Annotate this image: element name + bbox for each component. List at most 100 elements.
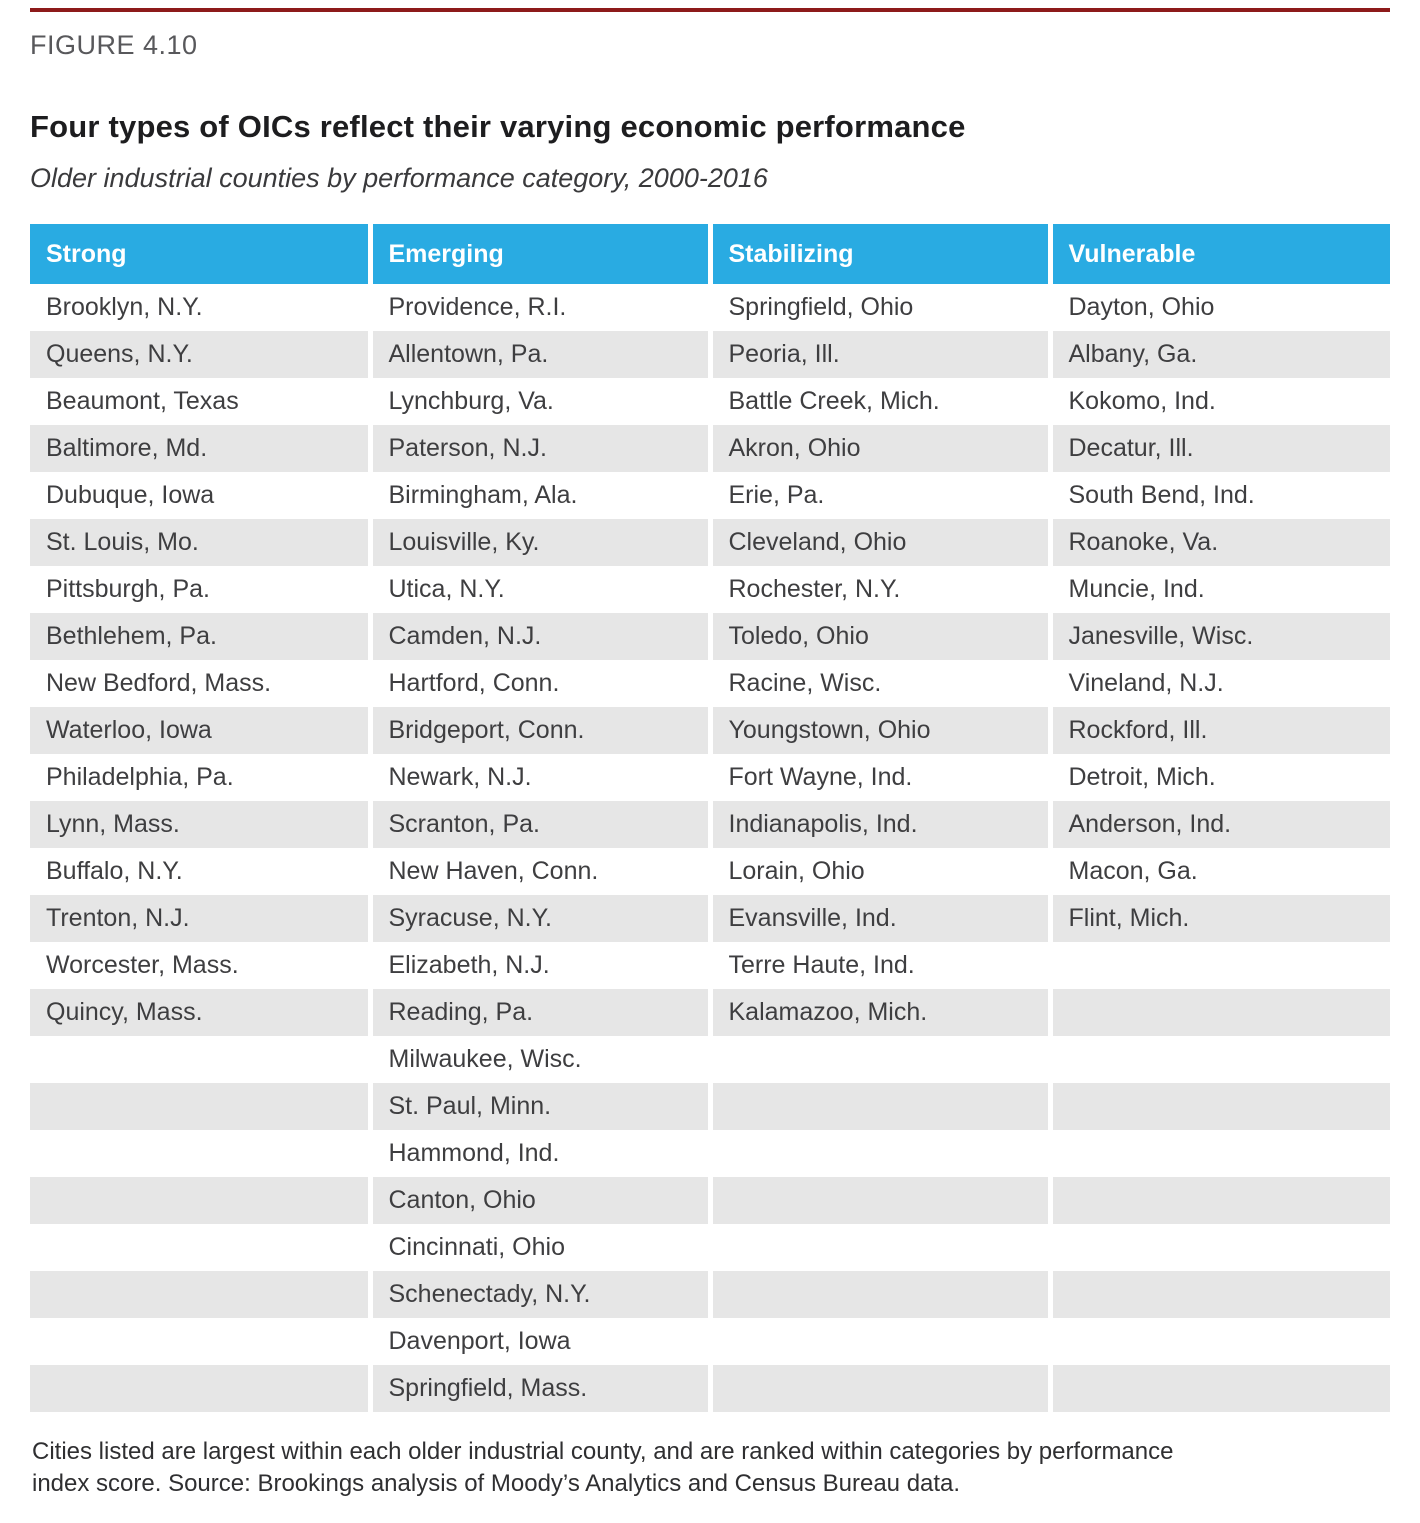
city-cell: Lynn, Mass. (30, 801, 370, 848)
city-cell: Quincy, Mass. (30, 989, 370, 1036)
column-header-strong: Strong (30, 224, 370, 284)
city-cell: Cincinnati, Ohio (367, 1224, 710, 1271)
city-cell: Janesville, Wisc. (1047, 613, 1390, 660)
city-cell (1047, 1224, 1390, 1271)
table-row: Quincy, Mass. Reading, Pa. Kalamazoo, Mich… (30, 989, 1390, 1036)
city-cell: Peoria, Ill. (707, 331, 1050, 378)
city-cell: Paterson, N.J. (367, 425, 710, 472)
table-row: Lynn, Mass. Scranton, Pa. Indianapolis, In… (30, 801, 1390, 848)
city-cell: Battle Creek, Mich. (707, 378, 1050, 425)
city-cell: Akron, Ohio (707, 425, 1050, 472)
city-cell: Detroit, Mich. (1047, 754, 1390, 801)
city-cell (707, 1271, 1050, 1318)
city-cell: Fort Wayne, Ind. (707, 754, 1050, 801)
city-cell (30, 1177, 370, 1224)
city-cell (1047, 1318, 1390, 1365)
city-cell: Rochester, N.Y. (707, 566, 1050, 613)
city-cell (707, 1130, 1050, 1177)
table-row: Dubuque, Iowa Birmingham, Ala. Erie, Pa. So… (30, 472, 1390, 519)
table-row: Brooklyn, N.Y. Providence, R.I. Springfiel… (30, 284, 1390, 331)
city-cell: Hartford, Conn. (367, 660, 710, 707)
city-cell: Queens, N.Y. (30, 331, 370, 378)
city-cell: Cleveland, Ohio (707, 519, 1050, 566)
city-cell (1047, 1130, 1390, 1177)
city-cell: Springfield, Ohio (707, 284, 1050, 331)
city-cell: Louisville, Ky. (367, 519, 710, 566)
table-row: Beaumont, Texas Lynchburg, Va. Battle Cree… (30, 378, 1390, 425)
city-cell: Newark, N.J. (367, 754, 710, 801)
city-cell: Lynchburg, Va. (367, 378, 710, 425)
table-row: St. Paul, Minn. (30, 1083, 1390, 1130)
city-cell: Buffalo, N.Y. (30, 848, 370, 895)
city-cell: New Haven, Conn. (367, 848, 710, 895)
city-cell: Davenport, Iowa (367, 1318, 710, 1365)
city-cell (1047, 989, 1390, 1036)
city-cell: Bridgeport, Conn. (367, 707, 710, 754)
city-cell (1047, 1177, 1390, 1224)
city-cell: Trenton, N.J. (30, 895, 370, 942)
city-cell: Syracuse, N.Y. (367, 895, 710, 942)
table-row: Hammond, Ind. (30, 1130, 1390, 1177)
city-cell (30, 1365, 370, 1412)
table-row: Schenectady, N.Y. (30, 1271, 1390, 1318)
city-cell: St. Paul, Minn. (367, 1083, 710, 1130)
table-row: Springfield, Mass. (30, 1365, 1390, 1412)
city-cell (30, 1130, 370, 1177)
city-cell: Scranton, Pa. (367, 801, 710, 848)
city-cell: Kalamazoo, Mich. (707, 989, 1050, 1036)
city-cell: Dayton, Ohio (1047, 284, 1390, 331)
table-row: Philadelphia, Pa. Newark, N.J. Fort Wayne,… (30, 754, 1390, 801)
city-cell (1047, 1365, 1390, 1412)
table-row: New Bedford, Mass. Hartford, Conn. Racine,… (30, 660, 1390, 707)
city-cell: Milwaukee, Wisc. (367, 1036, 710, 1083)
city-cell: Baltimore, Md. (30, 425, 370, 472)
city-cell (30, 1036, 370, 1083)
city-cell: Utica, N.Y. (367, 566, 710, 613)
city-cell (30, 1224, 370, 1271)
city-cell: Evansville, Ind. (707, 895, 1050, 942)
city-cell: Indianapolis, Ind. (707, 801, 1050, 848)
city-cell: Terre Haute, Ind. (707, 942, 1050, 989)
city-cell: Racine, Wisc. (707, 660, 1050, 707)
city-cell: Anderson, Ind. (1047, 801, 1390, 848)
city-cell: Allentown, Pa. (367, 331, 710, 378)
city-cell (1047, 1083, 1390, 1130)
city-cell: Canton, Ohio (367, 1177, 710, 1224)
city-cell: Bethlehem, Pa. (30, 613, 370, 660)
table-row: Bethlehem, Pa. Camden, N.J. Toledo, Ohio Ja… (30, 613, 1390, 660)
city-cell: Toledo, Ohio (707, 613, 1050, 660)
city-cell: Dubuque, Iowa (30, 472, 370, 519)
figure-subtitle: Older industrial counties by performance… (30, 163, 768, 193)
source-note: Cities listed are largest within each ol… (32, 1438, 1174, 1497)
city-cell: Springfield, Mass. (367, 1365, 710, 1412)
city-cell: Waterloo, Iowa (30, 707, 370, 754)
table-row: Milwaukee, Wisc. (30, 1036, 1390, 1083)
table-row: Cincinnati, Ohio (30, 1224, 1390, 1271)
table-row: Queens, N.Y. Allentown, Pa. Peoria, Ill. Al… (30, 331, 1390, 378)
column-header-emerging: Emerging (367, 224, 710, 284)
city-cell: Lorain, Ohio (707, 848, 1050, 895)
table-row: Davenport, Iowa (30, 1318, 1390, 1365)
city-cell: Macon, Ga. (1047, 848, 1390, 895)
table-row: Waterloo, Iowa Bridgeport, Conn. Youngstow… (30, 707, 1390, 754)
city-cell: Decatur, Ill. (1047, 425, 1390, 472)
city-cell (707, 1318, 1050, 1365)
column-header-vulnerable: Vulnerable (1047, 224, 1390, 284)
city-cell: Beaumont, Texas (30, 378, 370, 425)
city-cell (707, 1083, 1050, 1130)
city-cell: Vineland, N.J. (1047, 660, 1390, 707)
city-cell: Providence, R.I. (367, 284, 710, 331)
top-rule-divider (30, 8, 1390, 12)
city-cell (1047, 942, 1390, 989)
city-cell (707, 1224, 1050, 1271)
city-cell: Birmingham, Ala. (367, 472, 710, 519)
city-cell: Erie, Pa. (707, 472, 1050, 519)
oic-category-table: Strong Emerging Stabilizing Vulnerable Broo… (30, 224, 1390, 1412)
city-cell: Flint, Mich. (1047, 895, 1390, 942)
city-cell: Hammond, Ind. (367, 1130, 710, 1177)
table-header-row: Strong Emerging Stabilizing Vulnerable (30, 224, 1390, 284)
city-cell: Reading, Pa. (367, 989, 710, 1036)
figure-title: Four types of OICs reflect their varying… (30, 109, 966, 144)
city-cell: Worcester, Mass. (30, 942, 370, 989)
